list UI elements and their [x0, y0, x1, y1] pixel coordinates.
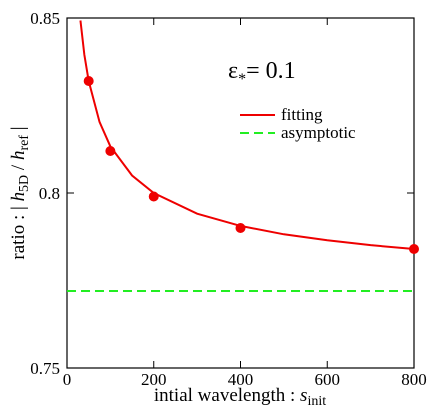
data-point: [83, 76, 94, 86]
data-point: [409, 244, 419, 254]
x-tick-label: 800: [401, 370, 427, 389]
y-tick-label: 0.85: [30, 9, 60, 28]
y-label-part: ratio : |: [8, 201, 29, 259]
y-axis-label: ratio : | h5D / href |: [8, 126, 32, 259]
x-tick-label: 600: [315, 370, 341, 389]
x-label-part: init: [307, 394, 326, 409]
x-tick-label: 200: [141, 370, 167, 389]
y-label-part: h: [8, 192, 29, 202]
data-point: [235, 223, 246, 233]
y-label-part: h: [8, 151, 29, 161]
legend-label: asymptotic: [281, 123, 356, 142]
x-label-part: intial wavelength :: [154, 385, 300, 406]
x-label-part: s: [300, 385, 307, 406]
y-tick-label: 0.8: [39, 184, 60, 203]
legend-label: fitting: [281, 105, 323, 124]
y-label-part: /: [8, 160, 29, 175]
x-tick-label: 0: [63, 370, 72, 389]
data-point: [148, 191, 159, 202]
x-axis-label: intial wavelength : sinit: [154, 385, 326, 409]
data-point: [105, 146, 116, 156]
annotation-part: = 0.1: [246, 58, 296, 84]
line-series: [79, 20, 415, 250]
y-label-part: 5D: [17, 175, 32, 192]
x-tick-label: 400: [228, 370, 254, 389]
y-label-part: ref: [17, 135, 32, 151]
annotation-part: ε: [228, 58, 238, 84]
y-tick-label: 0.75: [30, 359, 60, 378]
y-label-part: |: [8, 126, 29, 135]
annotation: ε*= 0.1: [228, 58, 296, 88]
annotation-part: *: [238, 71, 246, 88]
